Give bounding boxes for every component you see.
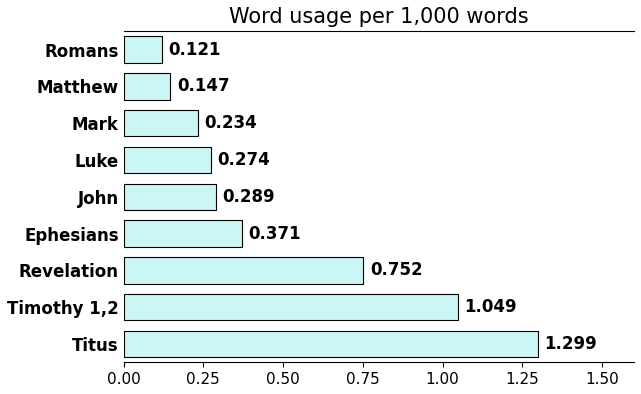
Text: 0.274: 0.274 bbox=[217, 151, 270, 169]
Bar bbox=[124, 294, 458, 320]
Bar bbox=[124, 73, 171, 100]
Title: Word usage per 1,000 words: Word usage per 1,000 words bbox=[229, 7, 529, 27]
Bar bbox=[124, 147, 211, 173]
Text: 0.289: 0.289 bbox=[222, 188, 275, 206]
Bar bbox=[124, 184, 216, 210]
Text: 1.299: 1.299 bbox=[544, 335, 597, 353]
Bar bbox=[124, 36, 162, 63]
Bar bbox=[124, 110, 198, 136]
Text: 0.234: 0.234 bbox=[204, 114, 257, 132]
Text: 0.121: 0.121 bbox=[169, 41, 221, 59]
Bar bbox=[124, 257, 363, 284]
Text: 0.371: 0.371 bbox=[248, 225, 301, 243]
Text: 0.147: 0.147 bbox=[177, 78, 229, 95]
Text: 0.752: 0.752 bbox=[370, 261, 422, 279]
Bar bbox=[124, 220, 242, 247]
Text: 1.049: 1.049 bbox=[465, 298, 517, 316]
Bar bbox=[124, 331, 538, 357]
